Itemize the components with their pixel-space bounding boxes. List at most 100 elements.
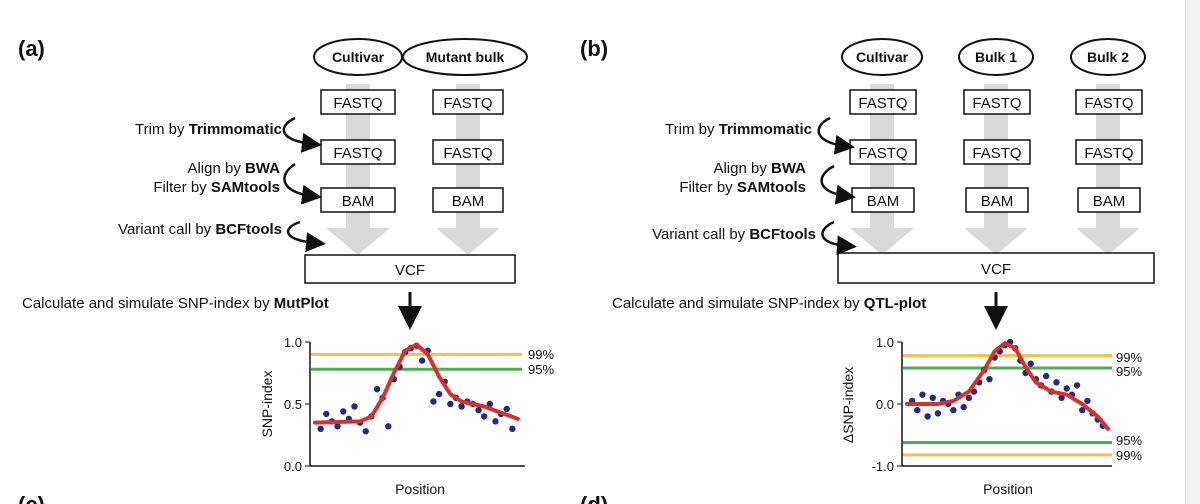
file-box-fastq: FASTQ: [858, 95, 907, 112]
chart-a: SNP-index Position 0.0 0.5 1.0 99% 95%: [259, 335, 554, 497]
panel-a-label: (a): [18, 36, 45, 61]
data-point: [1042, 372, 1050, 380]
sample-oval: [1070, 38, 1146, 76]
panel-b: (b) Cultivar Bulk 1 Bulk 2 FASTQ FASTQ F…: [580, 36, 1155, 497]
data-point: [458, 403, 465, 410]
threshold-label: 99%: [528, 347, 554, 362]
fit-curve: [905, 341, 1110, 431]
sample-oval: [402, 38, 528, 76]
file-box-fastq: FASTQ: [858, 145, 907, 162]
data-point: [924, 413, 931, 420]
data-point: [960, 403, 967, 411]
file-box-fastq: FASTQ: [1084, 95, 1133, 112]
data-point: [486, 400, 494, 408]
data-point: [934, 410, 942, 417]
data-point: [509, 425, 516, 432]
sample-label: Cultivar: [332, 49, 385, 65]
data-point: [430, 398, 437, 405]
y-axis-label: SNP-index: [259, 371, 275, 438]
data-point: [480, 413, 488, 420]
scrollbar[interactable]: [1185, 0, 1200, 504]
data-point: [1053, 379, 1060, 386]
data-point: [919, 391, 926, 398]
panel-d-label: (d): [580, 492, 608, 504]
y-tick-label: 0.0: [876, 397, 894, 412]
y-tick-label: -1.0: [872, 459, 894, 474]
step-align: Align by BWA Filter by SAMtools: [153, 160, 280, 196]
curved-arrows-a: [282, 116, 326, 253]
data-point: [965, 394, 973, 401]
file-box-bam: BAM: [981, 193, 1014, 210]
step-calculate: Calculate and simulate SNP-index by MutP…: [22, 295, 329, 312]
panel-b-label: (b): [580, 36, 608, 61]
file-box-fastq: FASTQ: [333, 95, 382, 112]
data-point: [339, 408, 347, 415]
file-box-bam: BAM: [342, 193, 375, 210]
fit-curve: [313, 342, 520, 425]
file-box-fastq: FASTQ: [443, 95, 492, 112]
y-axis-label: ΔSNP-index: [840, 367, 856, 443]
file-box-bam: BAM: [1093, 193, 1126, 210]
data-point: [334, 423, 341, 430]
data-point: [503, 405, 510, 413]
y-tick-label: 1.0: [876, 335, 894, 350]
file-box-fastq: FASTQ: [972, 145, 1021, 162]
chart-b: ΔSNP-index Position -1.0 0.0 1.0 99% 95%…: [840, 335, 1142, 497]
data-point: [317, 425, 324, 432]
file-box-fastq: FASTQ: [972, 95, 1021, 112]
data-point: [914, 407, 921, 414]
step-variant: Variant call by BCFtools: [652, 226, 816, 243]
vcf-box: [304, 254, 516, 284]
file-box-fastq: FASTQ: [1084, 145, 1133, 162]
data-point: [475, 407, 482, 414]
data-point: [1079, 407, 1086, 414]
data-point: [1063, 385, 1070, 392]
panel-a: (a) Cultivar Mutant bulk FASTQ FASTQ FAS…: [18, 36, 554, 497]
file-box-fastq: FASTQ: [443, 145, 492, 162]
y-tick-label: 0.0: [284, 459, 302, 474]
sample-oval: [958, 38, 1034, 76]
file-box-bam: BAM: [867, 193, 900, 210]
threshold-label: 99%: [1116, 350, 1142, 365]
data-point: [1084, 397, 1091, 405]
data-point: [323, 410, 330, 418]
data-point: [1073, 382, 1081, 389]
sample-oval: [841, 38, 923, 76]
vcf-box: [837, 252, 1155, 284]
step-trim: Trim by Trimmomatic: [135, 121, 282, 138]
data-point: [1027, 360, 1034, 367]
sample-label: Bulk 2: [1087, 49, 1129, 65]
data-point: [373, 385, 381, 393]
step-trim: Trim by Trimmomatic: [665, 121, 812, 138]
file-box-fastq: FASTQ: [333, 145, 382, 162]
threshold-label: 95%: [1116, 433, 1142, 448]
threshold-label: 95%: [1116, 364, 1142, 379]
x-axis-label: Position: [983, 481, 1033, 497]
data-point: [385, 423, 392, 430]
panel-c-label: (c): [18, 492, 45, 504]
step-calculate: Calculate and simulate SNP-index by QTL-…: [612, 295, 926, 312]
vcf-label: VCF: [981, 261, 1011, 278]
data-point: [929, 394, 936, 401]
data-point: [492, 418, 499, 425]
data-point: [435, 390, 443, 398]
threshold-label: 95%: [528, 362, 554, 377]
data-point: [418, 357, 426, 364]
data-point: [986, 376, 993, 383]
sample-label: Mutant bulk: [426, 49, 505, 65]
data-point: [1058, 394, 1065, 401]
y-tick-label: 0.5: [284, 397, 302, 412]
y-tick-label: 1.0: [284, 335, 302, 350]
data-point: [362, 428, 369, 435]
x-axis-label: Position: [395, 481, 445, 497]
sample-label: Bulk 1: [975, 49, 1017, 65]
step-align: Align by BWA Filter by SAMtools: [679, 160, 806, 196]
threshold-label: 99%: [1116, 448, 1142, 463]
step-variant: Variant call by BCFtools: [118, 221, 282, 238]
data-point: [950, 407, 957, 414]
curved-arrows-b: [817, 116, 857, 256]
vcf-label: VCF: [395, 262, 425, 279]
file-box-bam: BAM: [452, 193, 485, 210]
data-point: [351, 403, 358, 410]
